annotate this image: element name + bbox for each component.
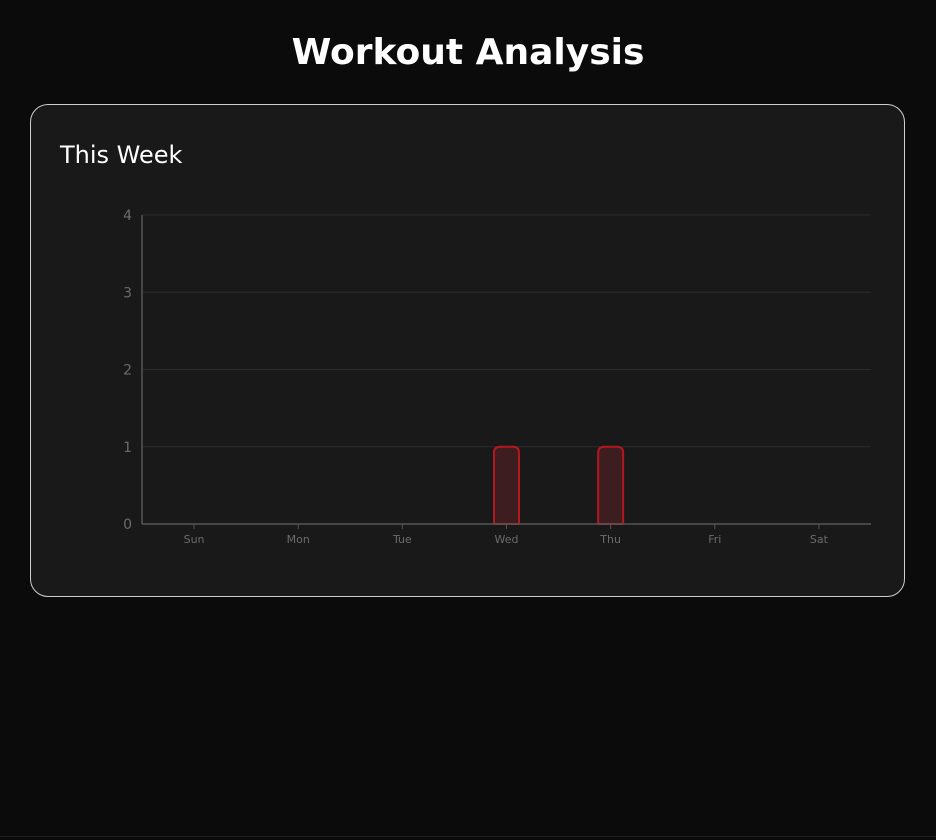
chart-bars — [493, 445, 625, 525]
bar-thu[interactable] — [597, 445, 625, 525]
y-tick-label: 4 — [123, 208, 132, 224]
page-title: Workout Analysis — [291, 32, 645, 73]
weekly-chart-card: This Week 0 1 2 3 4 Sun Mon Tue Wed Thu Fri Sat — [30, 104, 905, 597]
chart-axes — [141, 215, 871, 529]
y-tick-label: 2 — [123, 363, 132, 379]
x-tick-label: Fri — [708, 533, 721, 546]
x-tick-label: Tue — [392, 533, 412, 546]
x-axis-tick-labels: Sun Mon Tue Wed Thu Fri Sat — [184, 533, 829, 546]
x-tick-label: Sat — [810, 533, 829, 546]
x-tick-label: Sun — [184, 533, 205, 546]
y-axis-tick-labels: 0 1 2 3 4 — [123, 208, 132, 533]
bar-wed[interactable] — [493, 445, 520, 525]
x-tick-label: Mon — [287, 533, 310, 546]
weekly-workouts-chart: 0 1 2 3 4 Sun Mon Tue Wed Thu Fri Sat — [123, 208, 871, 546]
y-tick-label: 1 — [123, 440, 132, 456]
chart-gridlines — [142, 214, 871, 448]
y-tick-label: 0 — [123, 517, 132, 533]
y-tick-label: 3 — [123, 285, 132, 301]
x-tick-label: Wed — [495, 533, 519, 546]
card-title: This Week — [60, 141, 183, 169]
bottom-divider — [0, 836, 936, 837]
x-tick-label: Thu — [599, 533, 621, 546]
